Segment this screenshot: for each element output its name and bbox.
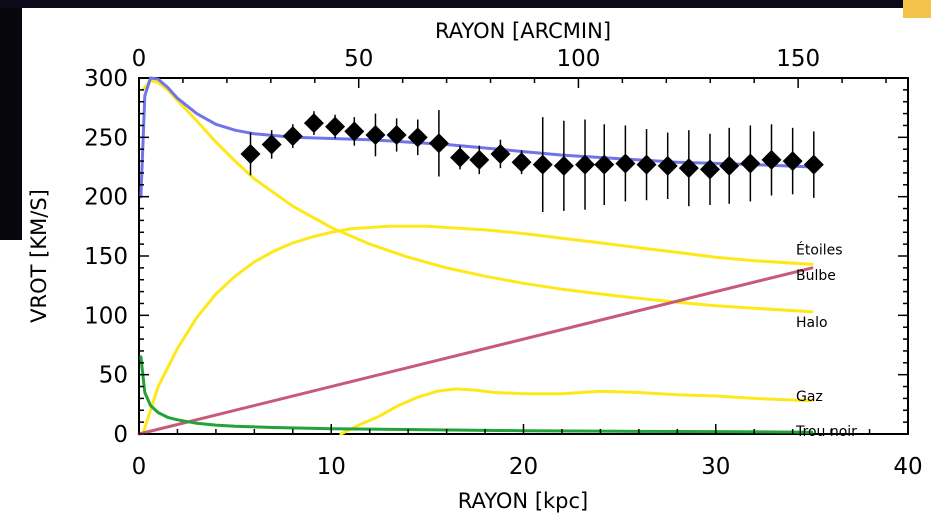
observation-point <box>490 143 511 164</box>
observation-point <box>575 154 596 175</box>
observation-point <box>803 154 824 175</box>
x2-tick-label: 0 <box>132 46 147 72</box>
x2-tick-label: 50 <box>344 46 373 72</box>
curve-labels-layer: Étoiles Halo Bulbe Gaz Trou noir <box>795 241 857 440</box>
observations-layer <box>240 110 824 213</box>
observation-point <box>282 126 303 147</box>
x2-tick-label: 150 <box>776 46 820 72</box>
observation-point <box>699 159 720 180</box>
y-tick-label: 100 <box>84 303 128 329</box>
x-tick-label: 20 <box>509 454 538 480</box>
background-strip-top <box>0 0 931 8</box>
y-tick-label: 0 <box>113 422 128 448</box>
observation-point <box>657 155 678 176</box>
x-axis-title: RAYON [kpc] <box>458 489 589 513</box>
bulbe-curve <box>137 266 814 436</box>
gaz-label: Gaz <box>796 389 823 405</box>
y-axis-title: VROT [KM/S] <box>27 189 51 323</box>
x2-tick-label: 100 <box>556 46 600 72</box>
observation-point <box>407 127 428 148</box>
ticks-layer <box>138 77 909 435</box>
y-tick-label: 150 <box>84 244 128 270</box>
observation-point <box>303 113 324 134</box>
trou-noir-label: Trou noir <box>795 424 857 440</box>
observation-point <box>386 124 407 145</box>
y-tick-label: 200 <box>84 185 128 211</box>
observation-point <box>511 152 532 173</box>
x-tick-label: 40 <box>893 454 922 480</box>
corner-accent <box>903 0 931 18</box>
observation-point <box>740 153 761 174</box>
observation-point <box>261 134 282 155</box>
trou-noir-curve <box>139 355 814 434</box>
x2-axis-title: RAYON [ARCMIN] <box>435 19 611 43</box>
x-tick-label: 30 <box>701 454 730 480</box>
observation-point <box>553 155 574 176</box>
gaz-curve <box>339 387 814 436</box>
x-tick-label: 10 <box>317 454 346 480</box>
observation-point <box>761 149 782 170</box>
observation-point <box>344 121 365 142</box>
halo-curve <box>141 78 814 314</box>
observation-point <box>325 116 346 137</box>
bulbe-label: Bulbe <box>796 268 836 284</box>
observation-point <box>240 143 261 164</box>
etoiles-curve <box>141 224 814 436</box>
halo-label: Halo <box>796 315 828 331</box>
observation-point <box>532 154 553 175</box>
observation-point <box>719 155 740 176</box>
etoiles-label: Étoiles <box>796 241 843 258</box>
observation-point <box>450 147 471 168</box>
observation-point <box>615 153 636 174</box>
y-tick-label: 300 <box>84 66 128 92</box>
observation-point <box>782 151 803 172</box>
observation-point <box>428 133 449 154</box>
x-tick-label: 0 <box>132 454 147 480</box>
y-tick-label: 250 <box>84 125 128 151</box>
observation-point <box>678 158 699 179</box>
y-tick-label: 50 <box>99 363 128 389</box>
observation-point <box>469 149 490 170</box>
tick-labels-layer: 0 10 20 30 40 0 50 100 150 0 50 100 150 200 250 300 <box>84 46 923 480</box>
observation-point <box>594 154 615 175</box>
observation-point <box>365 124 386 145</box>
observation-point <box>636 154 657 175</box>
background-strip <box>0 0 22 240</box>
